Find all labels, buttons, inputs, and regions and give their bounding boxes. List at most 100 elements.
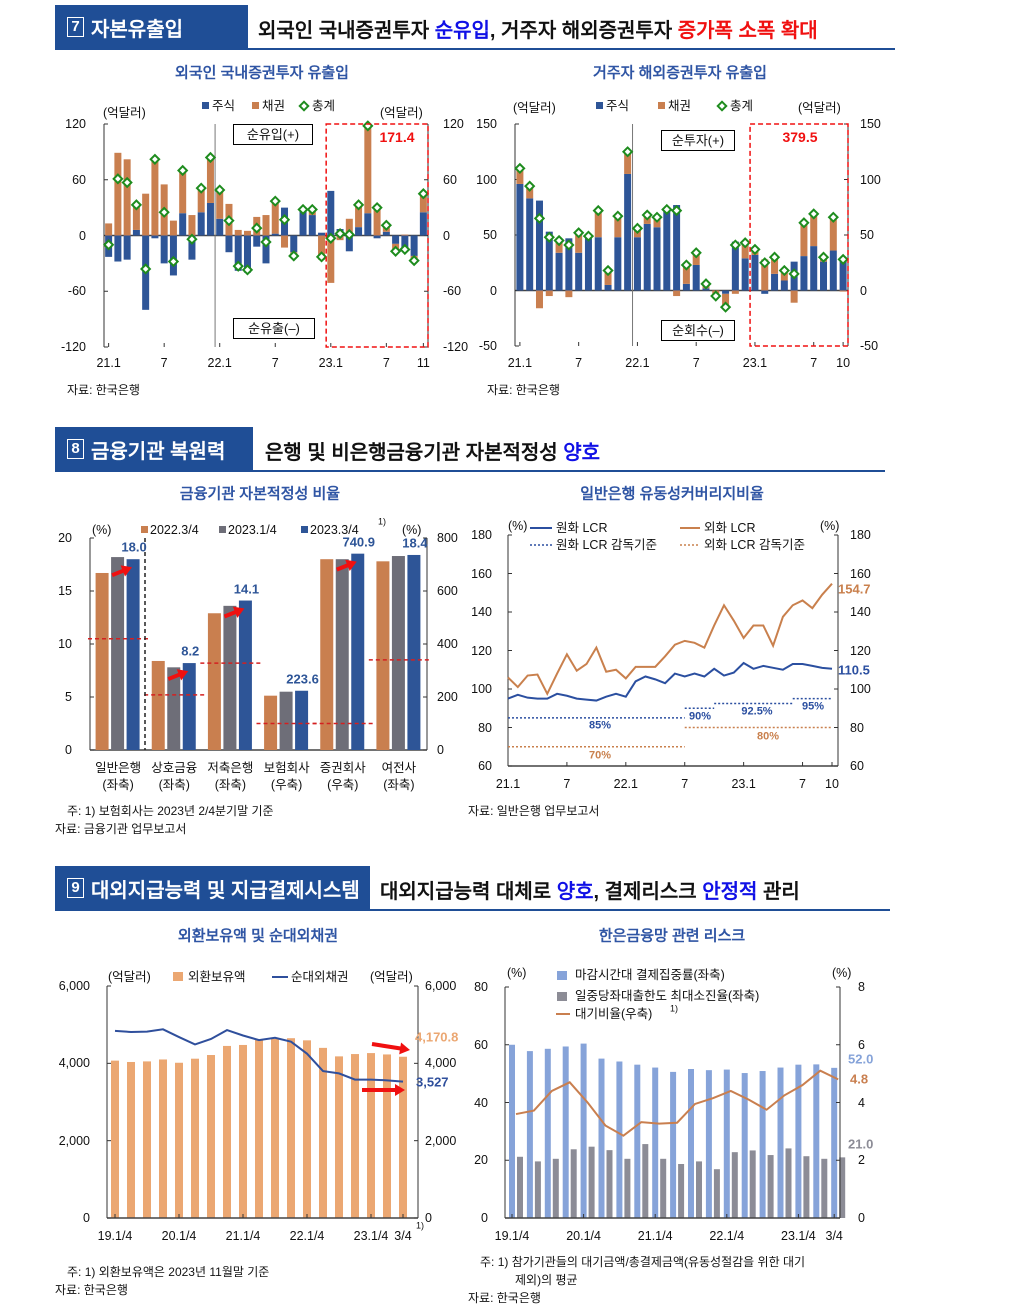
y-tick-label-right: 6 [858,1037,865,1052]
footnote: 주: 1) 보험회사는 2023년 2/4분기말 기준 [67,804,274,818]
standard-label: 80% [756,730,780,743]
y-tick-label-left: 50 [483,227,497,242]
y-tick-label-right: 4,000 [425,1056,457,1071]
y-tick-label-right: 60 [443,172,457,187]
bar-settlement-concentration [705,1070,712,1218]
point-total [680,259,693,271]
x-tick-label: 22.1 [613,776,638,791]
section-divider [55,48,895,50]
bar-fx-reserve [383,1054,391,1218]
bar-settlement-concentration [598,1058,605,1218]
bar-stock [653,227,661,291]
bar-stock [526,198,534,291]
legend-swatch [301,526,308,533]
point-total [140,263,152,275]
legend-label: 주식 [212,98,236,113]
bar-bond [243,230,251,236]
bar-bond [271,199,279,234]
x-tick-label: 22.1/4 [289,1228,325,1243]
section-9-header: 9 대외지급능력 및 지급결제시스템 [55,866,370,910]
bar-2023q1 [279,691,293,750]
x-tick-label: 7 [799,776,807,791]
bar-2023q1 [335,559,349,750]
headline-part: 외국인 국내증권투자 [258,20,435,42]
point-total [778,264,790,277]
x-tick-label: 23.1/4 [353,1228,389,1243]
x-tick-label: 21.1 [495,776,521,791]
point-total [739,237,751,249]
y-tick-label-left: 10 [58,636,72,651]
bar-stock [382,231,390,236]
axis-side-label: (좌축) [102,777,134,792]
y-tick-label-right: 80 [850,720,864,735]
bar-bond [364,125,372,214]
bar-settlement-concentration [509,1044,515,1218]
section-title: 대외지급능력 및 지급결제시스템 [91,879,360,902]
bar-bond [810,213,818,247]
highlight-box [749,123,849,347]
source-note: 자료: 한국은행 [55,1283,128,1297]
bar-stock [169,235,177,276]
headline-emphasis: 증가폭 소폭 확대 [677,20,818,42]
unit-label-left: (억달러) [103,105,146,120]
highlight-value: 379.5 [782,129,818,145]
bar-2022q3 [151,660,165,750]
bar-stock [673,205,681,291]
x-tick-label: 20.1/4 [566,1228,601,1243]
trend-arrow [371,1042,404,1051]
bar-bond [216,189,224,219]
bar-fx-reserve [271,1038,279,1218]
bar-2023q1 [111,557,125,750]
bar-overdraft-usage [821,1158,828,1218]
point-total [102,239,115,251]
y-tick-label-right: 8 [858,979,865,994]
unit-label-right: (%) [832,965,852,980]
bar-overdraft-usage [642,1144,649,1218]
point-total [553,234,565,247]
bar-stock [565,238,573,291]
unit-label-left: (억달러) [513,100,556,115]
y-tick-label-left: 60 [474,1037,488,1052]
bar-bond [318,235,326,260]
point-total [729,239,742,251]
x-tick-label: 7 [810,355,818,370]
bar-bond [197,189,205,213]
y-tick-label-left: 180 [471,527,492,542]
bar-bond [401,234,409,236]
bar-settlement-concentration [544,1048,551,1218]
legend-swatch [557,971,567,980]
y-tick-label-right: -50 [860,338,879,353]
bar-stock [299,209,307,236]
x-tick-label: 3/4 [825,1228,843,1243]
x-tick-label: 7 [692,355,700,370]
legend-label: 대기비율(우축) [575,1006,653,1021]
y-tick-label-left: 100 [471,681,492,696]
bar-bond [419,193,427,213]
headline-emphasis: 양호 [563,442,601,464]
x-tick-label: 21.1 [96,355,121,370]
bar-fx-reserve [223,1045,231,1218]
section-8-headline: 은행 및 비은행금융기관 자본적정성 양호 [265,436,600,465]
point-total [232,260,244,272]
standard-label: 70% [588,749,612,762]
bar-bond [692,252,700,265]
chart-title: 한은금융망 관련 리스크 [598,927,746,945]
point-total [149,153,161,165]
bar-fx-reserve [207,1055,215,1218]
y-tick-label-right: 100 [850,681,871,696]
bar-settlement-concentration [759,1071,766,1218]
bar-stock [643,223,651,291]
y-tick-label-right: -120 [443,339,469,354]
bar-settlement-concentration [652,1067,659,1218]
y-tick-label-right: 0 [443,228,450,243]
axis-side-label: (좌축) [158,777,190,792]
y-tick-label-right: 0 [425,1210,432,1225]
y-tick-label-right: 50 [860,227,874,242]
bar-2023q3 [295,690,309,750]
point-total [719,301,732,313]
bar-stock [516,183,524,291]
bar-settlement-concentration [616,1061,623,1218]
bar-2023q1 [167,667,181,750]
bar-stock [731,241,739,291]
